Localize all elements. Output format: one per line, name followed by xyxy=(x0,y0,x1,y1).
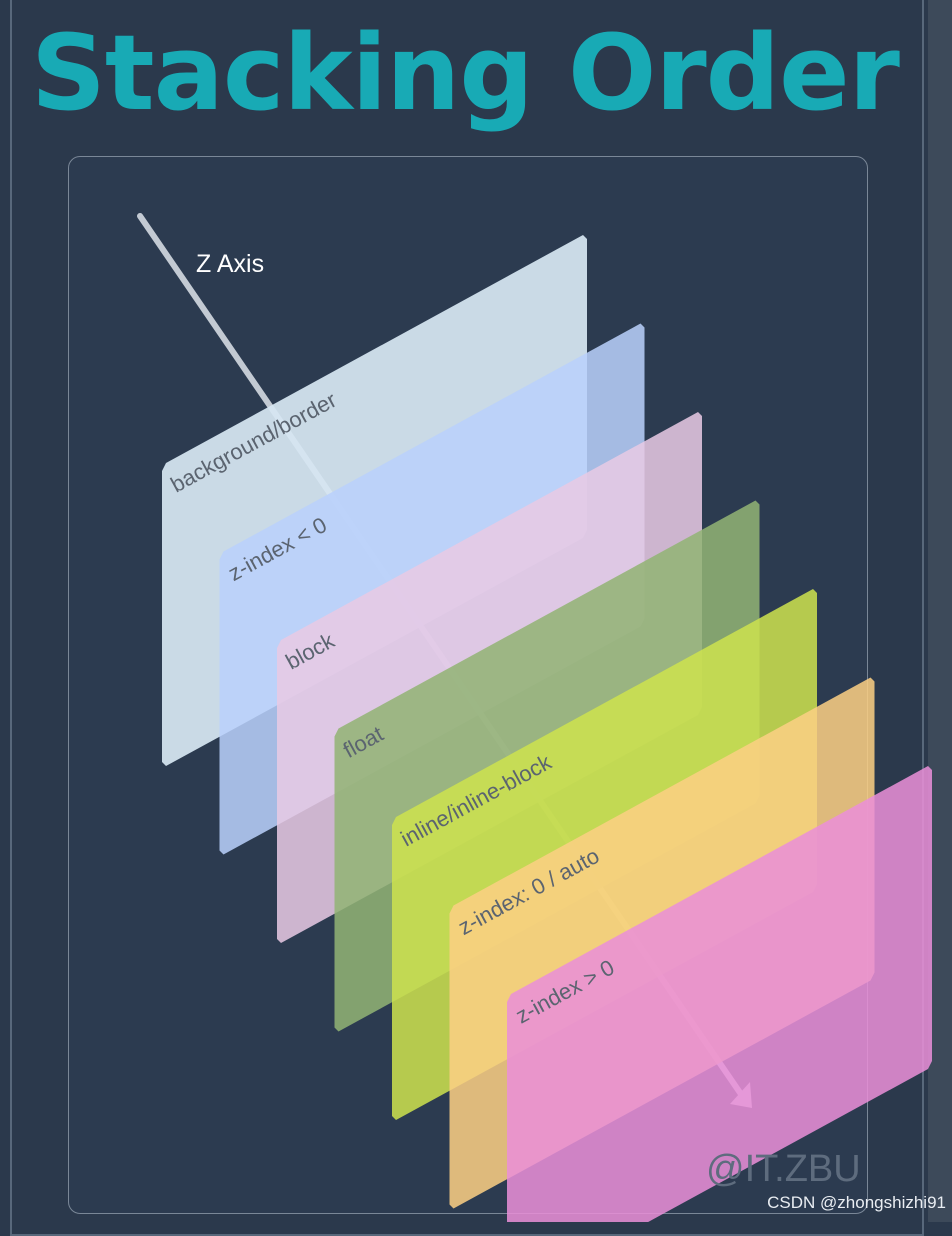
z-axis-label: Z Axis xyxy=(196,250,264,278)
page-title: Stacking Order xyxy=(31,12,900,134)
credit-text: CSDN @zhongshizhi91 xyxy=(767,1193,946,1212)
watermark: @IT.ZBU xyxy=(706,1148,861,1190)
layer-plane-z-index-positive xyxy=(507,766,932,1222)
